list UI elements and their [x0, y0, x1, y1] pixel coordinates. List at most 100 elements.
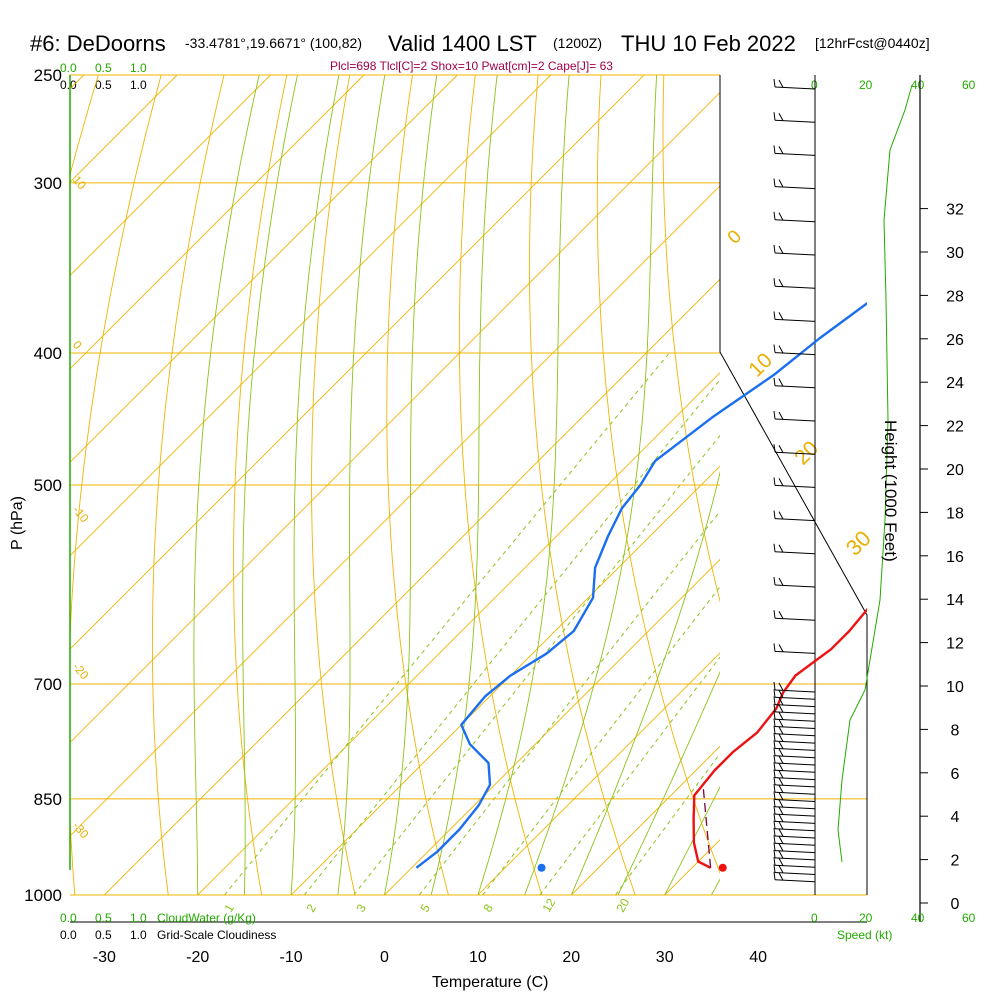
- wind-barb-shaft: [774, 219, 816, 223]
- wind-barb-shaft: [774, 696, 816, 700]
- pressure-tick-label: 500: [34, 476, 62, 495]
- height-tick-label: 12: [946, 636, 964, 653]
- wind-barb-shaft: [774, 318, 816, 322]
- cloud-bottom-black-0: 0.0: [60, 928, 77, 942]
- dry-adiabat: [662, 75, 720, 603]
- wind-barb: [773, 871, 816, 883]
- wind-barb: [773, 311, 816, 322]
- plot-boundary: [719, 75, 868, 895]
- moist-adiabat: [617, 670, 720, 895]
- wind-barb-feather: [773, 733, 776, 742]
- wind-barb-shaft: [774, 584, 816, 588]
- wind-barb-shaft: [774, 119, 816, 123]
- wind-barb: [773, 747, 816, 759]
- pressure-tick-label: 300: [34, 174, 62, 193]
- pressure-tick-label: 1000: [24, 886, 62, 905]
- dry-adiabat-label: -30: [70, 819, 92, 842]
- speed-scale-bottom: 0 20 40 60 Speed (kt): [811, 911, 976, 942]
- height-tick-label: 16: [946, 549, 964, 566]
- wind-barb: [773, 178, 816, 190]
- mixing-ratio-label: 12: [539, 896, 558, 915]
- wind-barb-feather: [773, 835, 776, 844]
- wind-barb-feather: [773, 543, 776, 552]
- wind-barb: [773, 278, 816, 289]
- wind-barb-shaft: [774, 872, 816, 875]
- wind-barb-feather: [778, 770, 784, 779]
- cloud-top-black-2: 1.0: [130, 78, 147, 92]
- wind-barb-feather: [773, 754, 776, 764]
- temp-tick-label: -10: [280, 949, 303, 966]
- valid-date: THU 10 Feb 2022: [621, 31, 796, 56]
- temp-tick-label: 10: [469, 949, 487, 966]
- wind-barb: [773, 718, 816, 729]
- wind-barb-shaft: [774, 806, 816, 810]
- wind-barb-shaft: [774, 385, 816, 389]
- mixing-ratio-line: [353, 434, 720, 895]
- wind-barb-feather: [773, 477, 776, 486]
- wind-barb: [773, 754, 816, 766]
- wind-barb-feather: [773, 377, 776, 386]
- wind-barb-feather: [773, 820, 776, 829]
- moist-adiabat: [570, 470, 720, 895]
- wind-barb: [773, 798, 816, 810]
- wind-barb-shaft: [774, 755, 816, 759]
- wind-barb: [773, 444, 816, 455]
- moist-adiabat: [477, 75, 570, 895]
- wind-barb-shaft: [774, 842, 816, 846]
- temp-tick-label: -30: [93, 949, 116, 966]
- wind-barb-feather: [778, 741, 784, 750]
- series: [415, 301, 867, 872]
- params-line: Plcl=698 Tlcl[C]=2 Shox=10 Pwat[cm]=2 Ca…: [330, 59, 613, 73]
- wind-barb-feather: [778, 478, 784, 487]
- wind-barb-feather: [773, 718, 776, 727]
- pressure-tick-label: 400: [34, 344, 62, 363]
- wind-barb: [773, 776, 816, 788]
- wind-barb-feather: [773, 747, 776, 756]
- speed-top-40: 40: [911, 78, 925, 92]
- wind-barb: [773, 857, 816, 868]
- moist-adiabat: [337, 75, 386, 895]
- moist-adiabat: [664, 785, 720, 895]
- wind-barb: [773, 820, 816, 832]
- wind-barb-feather: [773, 78, 776, 88]
- wind-barb-shaft: [774, 711, 816, 715]
- wind-barb-feather: [773, 740, 776, 749]
- wind-barb-shaft: [774, 186, 816, 190]
- wind-barb-feather: [778, 763, 784, 771]
- wind-barb-feather: [778, 312, 784, 321]
- wind-barb-feather: [773, 762, 776, 771]
- cloud-top-black-1: 0.5: [95, 78, 112, 92]
- wind-barb: [773, 78, 816, 90]
- height-tick-label: 20: [946, 462, 964, 479]
- height-tick-label: 2: [951, 853, 960, 870]
- speed-top-60: 60: [962, 78, 976, 92]
- valid-time: Valid 1400 LST: [388, 31, 537, 56]
- wind-barb-feather: [778, 704, 784, 713]
- wind-barb-feather: [773, 410, 776, 420]
- dry-adiabat: [0, 75, 36, 895]
- dry-adiabat: [978, 75, 1000, 895]
- wind-barb-feather: [778, 146, 784, 155]
- mixing-ratio-line: [614, 752, 720, 895]
- wind-barb-shaft: [774, 617, 816, 621]
- wind-barb-feather: [773, 871, 776, 880]
- wind-barb-feather: [773, 610, 776, 619]
- dry-adiabat-label: -20: [70, 660, 92, 683]
- wind-barb-shaft: [774, 850, 816, 854]
- pressure-tick-label: 250: [34, 66, 62, 85]
- wind-barb-shaft: [774, 791, 816, 795]
- wind-barb-feather: [778, 378, 784, 387]
- sfc-dewpoint-marker: [537, 863, 546, 872]
- wind-barb-feather: [778, 212, 784, 221]
- wind-barb: [773, 643, 816, 654]
- wind-barb-feather: [778, 697, 784, 706]
- wind-barb-feather: [773, 311, 776, 320]
- wind-barb: [773, 769, 816, 781]
- wind-barb: [773, 112, 816, 123]
- wind-barb-shaft: [774, 418, 816, 422]
- dry-adiabat: [529, 75, 636, 895]
- height-tick-label: 18: [946, 505, 964, 522]
- cloud-scale-bottom: 0.0 0.5 1.0 CloudWater (g/Kg) 0.0 0.5 1.…: [60, 911, 276, 942]
- cloud-top-green-0: 0.0: [60, 61, 77, 75]
